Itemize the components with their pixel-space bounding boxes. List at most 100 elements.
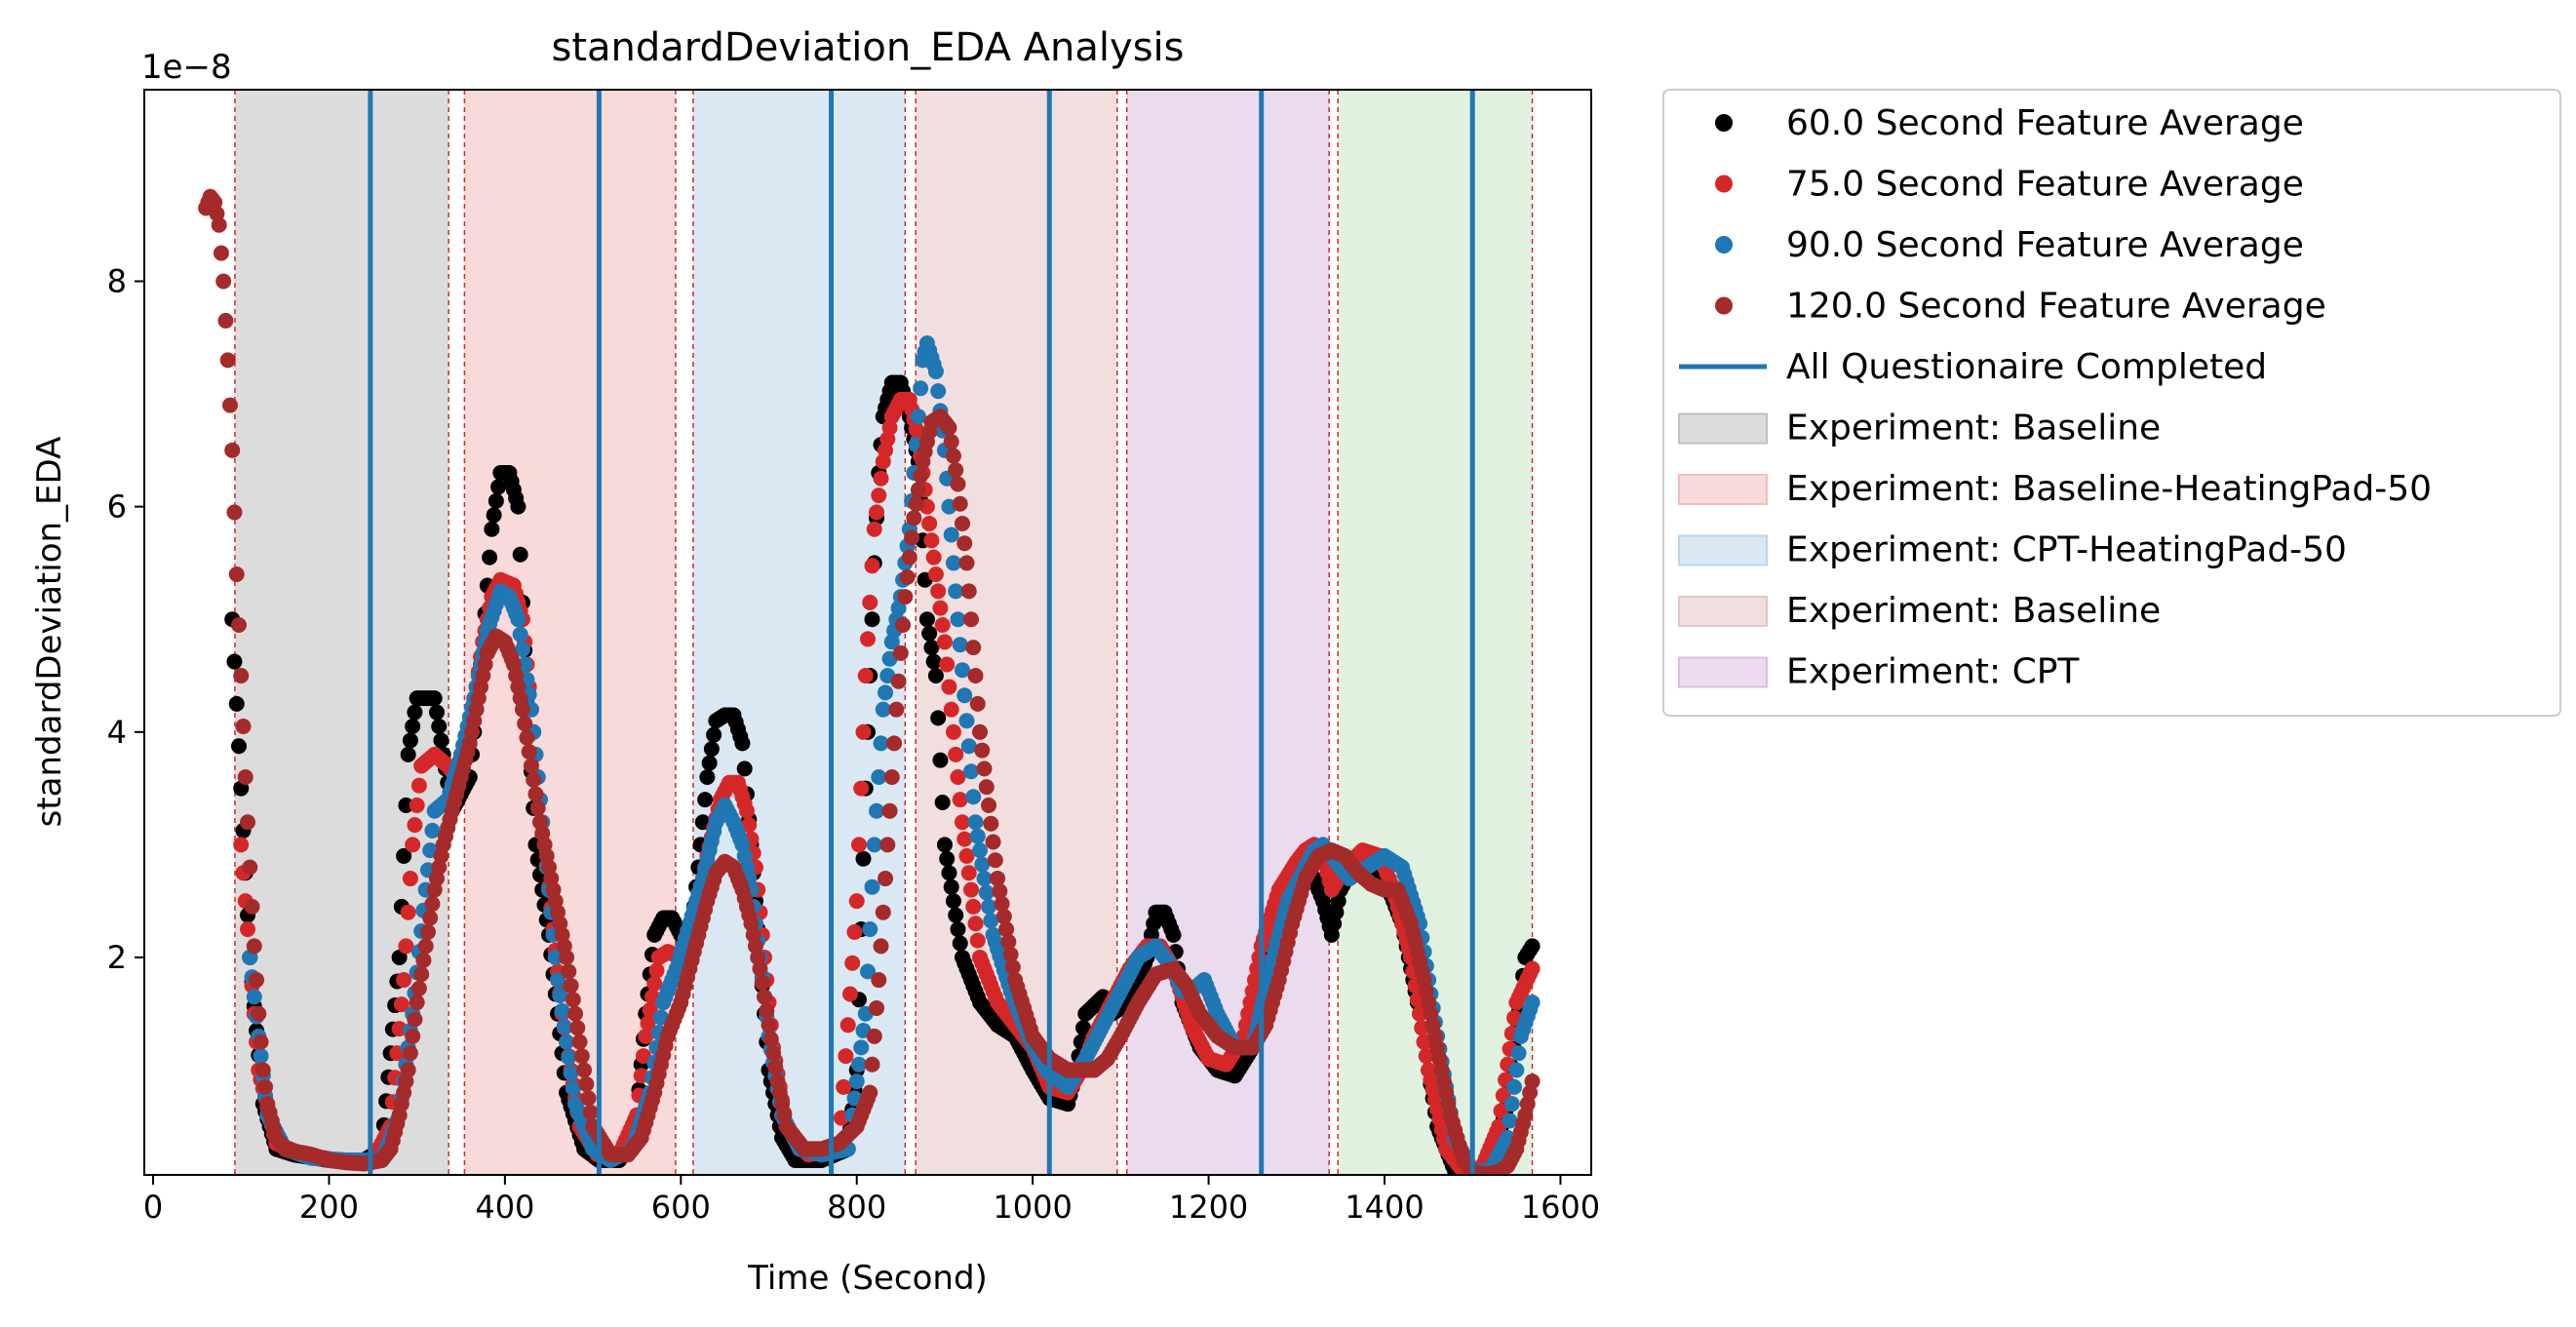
point — [512, 626, 528, 643]
point — [428, 704, 445, 721]
point — [413, 966, 430, 983]
legend-patch — [1678, 412, 1768, 445]
point — [862, 921, 878, 938]
point — [519, 729, 535, 746]
point — [249, 972, 265, 989]
point — [923, 640, 940, 656]
point — [517, 656, 533, 673]
point — [871, 488, 887, 504]
point — [952, 792, 968, 808]
point — [921, 625, 938, 642]
point — [967, 916, 984, 932]
point — [215, 273, 232, 290]
point — [958, 713, 975, 729]
point — [565, 992, 581, 1008]
point — [873, 735, 889, 752]
point — [853, 780, 870, 797]
point — [943, 878, 959, 895]
legend-patch — [1678, 596, 1768, 627]
point — [857, 667, 874, 683]
point — [910, 482, 926, 498]
point — [864, 1056, 880, 1073]
point — [217, 312, 234, 329]
point — [981, 898, 997, 915]
point — [559, 949, 575, 965]
legend-marker — [1715, 114, 1733, 132]
point — [994, 896, 1010, 913]
x-axis-label: Time (Second) — [747, 1259, 988, 1298]
point — [972, 842, 989, 859]
point — [925, 653, 942, 670]
point — [1524, 995, 1541, 1011]
point — [941, 419, 957, 436]
point — [1418, 1048, 1434, 1065]
point — [237, 769, 254, 786]
point — [1000, 934, 1017, 951]
point — [890, 673, 907, 689]
point — [517, 716, 533, 732]
point — [932, 600, 949, 616]
point — [954, 814, 970, 831]
point — [226, 504, 243, 521]
point — [945, 448, 961, 464]
y-tick-label: 8 — [107, 262, 127, 299]
legend-entry-8: Experiment: Baseline — [1678, 591, 2161, 631]
point — [736, 761, 753, 777]
point — [409, 797, 425, 813]
y-axis-ticks: 2 4 6 8 — [107, 262, 144, 976]
point — [407, 817, 423, 834]
point — [864, 611, 880, 628]
point — [738, 802, 755, 819]
point — [871, 769, 887, 786]
point — [759, 1002, 775, 1019]
point — [405, 1028, 421, 1044]
point — [923, 532, 940, 549]
legend-entry-3: 120.0 Second Feature Average — [1715, 287, 2326, 327]
point — [965, 640, 982, 656]
point — [960, 865, 977, 881]
point — [892, 644, 909, 661]
point — [482, 549, 498, 566]
point — [941, 679, 957, 695]
x-tick-label: 600 — [651, 1189, 711, 1226]
point — [405, 719, 421, 735]
x-tick-label: 1600 — [1521, 1189, 1600, 1226]
series-3 — [198, 188, 1541, 1175]
point — [930, 383, 947, 400]
point — [888, 701, 905, 718]
point — [860, 631, 876, 647]
point — [969, 828, 986, 844]
point — [948, 907, 964, 923]
point — [873, 938, 889, 955]
point — [992, 883, 1008, 900]
point — [956, 687, 973, 704]
point — [952, 495, 968, 512]
point — [419, 923, 436, 940]
point — [242, 859, 258, 876]
point — [1503, 1096, 1520, 1112]
point — [488, 492, 504, 509]
point — [921, 515, 938, 531]
point — [1510, 1045, 1527, 1062]
point — [1508, 1062, 1525, 1078]
point — [547, 949, 564, 965]
series-layer — [198, 188, 1541, 1175]
point — [855, 723, 872, 740]
point — [866, 521, 882, 537]
x-tick-label: 200 — [299, 1189, 359, 1226]
point — [422, 910, 439, 926]
point — [582, 1104, 599, 1120]
point — [410, 777, 427, 794]
point — [969, 932, 986, 949]
point — [415, 952, 432, 968]
point — [565, 1080, 581, 1097]
point — [958, 847, 975, 864]
point — [904, 529, 920, 546]
point — [918, 611, 935, 628]
x-tick-label: 1400 — [1345, 1189, 1424, 1226]
point — [875, 701, 891, 718]
point — [866, 837, 882, 853]
point — [251, 1005, 267, 1022]
point — [653, 1009, 669, 1026]
point — [640, 1015, 656, 1032]
